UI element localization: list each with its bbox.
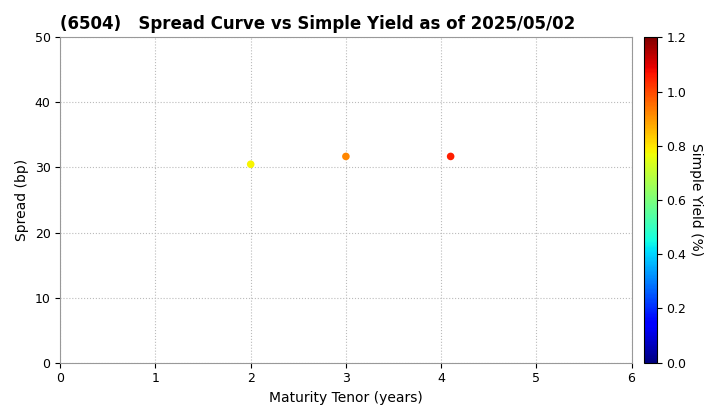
Point [245, 161, 256, 168]
Text: (6504)   Spread Curve vs Simple Yield as of 2025/05/02: (6504) Spread Curve vs Simple Yield as o… [60, 15, 575, 33]
Point [445, 153, 456, 160]
Y-axis label: Spread (bp): Spread (bp) [15, 159, 29, 241]
X-axis label: Maturity Tenor (years): Maturity Tenor (years) [269, 391, 423, 405]
Point [340, 153, 351, 160]
Y-axis label: Simple Yield (%): Simple Yield (%) [689, 144, 703, 257]
